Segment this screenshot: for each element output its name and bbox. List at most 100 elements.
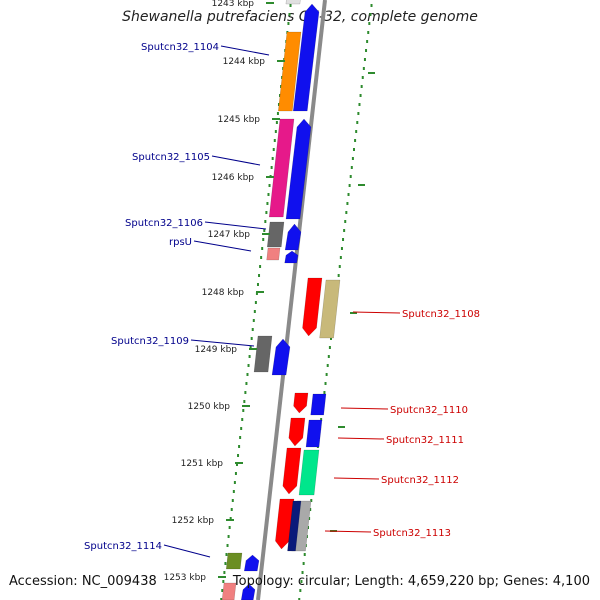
- ring-dot: [243, 400, 246, 403]
- gene-label[interactable]: Sputcn32_1106: [125, 218, 267, 230]
- ring-dot: [223, 571, 226, 574]
- gene-arrow-reverse[interactable]: [293, 392, 309, 414]
- ring-dot: [362, 67, 365, 70]
- gene-feature[interactable]: [319, 279, 341, 339]
- gene-arrow-reverse[interactable]: [288, 417, 306, 447]
- ring-dot: [337, 274, 340, 277]
- tick-label: 1251 kbp: [181, 459, 224, 469]
- accession-text: Accession: NC_009438: [9, 574, 157, 589]
- ring-dot: [325, 373, 328, 376]
- gene-arrow-forward[interactable]: [240, 583, 256, 600]
- ring-dot: [302, 562, 305, 565]
- gene-label-text[interactable]: Sputcn32_1104: [141, 42, 219, 53]
- ring-dot: [357, 112, 360, 115]
- ring-dot: [301, 571, 304, 574]
- gene-arrow-forward[interactable]: [292, 3, 320, 112]
- gene-label[interactable]: Sputcn32_1112: [333, 475, 459, 486]
- label-leader-line: [324, 530, 372, 533]
- gene-arrow-forward[interactable]: [284, 250, 299, 264]
- gene-labels[interactable]: Sputcn32_1104 Sputcn32_1105 Sputcn32_1106r…: [84, 42, 480, 558]
- label-leader-line: [190, 339, 255, 347]
- gene-label-text[interactable]: Sputcn32_1108: [402, 309, 480, 320]
- gene-arrow-forward[interactable]: [271, 338, 291, 376]
- ring-dot: [229, 517, 232, 520]
- gene-label[interactable]: Sputcn32_1104: [141, 42, 270, 56]
- gene-feature[interactable]: [225, 552, 243, 570]
- ring-dot: [265, 211, 268, 214]
- ring-dot: [264, 220, 267, 223]
- gene-label-text[interactable]: Sputcn32_1111: [386, 435, 464, 446]
- gene-feature[interactable]: [305, 419, 323, 448]
- gene-arrow-forward[interactable]: [284, 223, 302, 251]
- ring-dot: [256, 283, 259, 286]
- gene-label-text[interactable]: Sputcn32_1110: [390, 405, 468, 416]
- gene-label[interactable]: Sputcn32_1111: [337, 435, 464, 446]
- gene-label-text[interactable]: Sputcn32_1112: [381, 475, 459, 486]
- genome-summary-text: Topology: circular; Length: 4,659,220 bp…: [232, 574, 590, 589]
- tick-label: 1248 kbp: [202, 288, 245, 298]
- tick-label: 1252 kbp: [172, 516, 215, 526]
- gene-label[interactable]: Sputcn32_1109: [111, 336, 255, 347]
- gene-label-text[interactable]: Sputcn32_1114: [84, 541, 162, 552]
- tick-dash: [218, 576, 226, 578]
- gene-feature[interactable]: [278, 31, 302, 112]
- ring-dot: [287, 22, 290, 25]
- gene-feature[interactable]: [287, 500, 302, 552]
- tick-label: 1250 kbp: [188, 402, 231, 412]
- ring-dot: [309, 508, 312, 511]
- kbp-tick: 1253 kbp: [164, 573, 226, 583]
- gene-arrow-reverse[interactable]: [302, 277, 323, 337]
- gene-label[interactable]: Sputcn32_1110: [340, 405, 468, 416]
- ring-dot: [237, 454, 240, 457]
- tick-label: 1247 kbp: [208, 230, 251, 240]
- gene-label[interactable]: Sputcn32_1113: [324, 528, 451, 539]
- gene-label[interactable]: rpsU: [169, 237, 252, 252]
- gene-label-text[interactable]: rpsU: [169, 237, 192, 248]
- ring-dot: [310, 499, 313, 502]
- gene-label-text[interactable]: Sputcn32_1105: [132, 152, 210, 163]
- label-leader-line: [340, 407, 389, 410]
- gene-feature[interactable]: [298, 449, 320, 496]
- gene-label-text[interactable]: Sputcn32_1113: [373, 528, 451, 539]
- ring-dot: [303, 553, 306, 556]
- ring-dot: [238, 445, 241, 448]
- gene-label[interactable]: Sputcn32_1105: [132, 152, 261, 166]
- ring-dot: [356, 121, 359, 124]
- ring-dot: [352, 148, 355, 151]
- ring-dot: [360, 85, 363, 88]
- ring-dot: [249, 346, 252, 349]
- gene-features[interactable]: [221, 0, 341, 600]
- genome-backbone: [256, 0, 327, 600]
- ring-dot: [230, 508, 233, 511]
- gene-feature[interactable]: [268, 118, 295, 218]
- ring-dot: [240, 427, 243, 430]
- ring-dot: [259, 265, 262, 268]
- gene-label-text[interactable]: Sputcn32_1109: [111, 336, 189, 347]
- gene-label[interactable]: Sputcn32_1108: [352, 309, 480, 320]
- ring-dot: [327, 355, 330, 358]
- ring-dot: [222, 580, 225, 583]
- gene-arrow-forward[interactable]: [285, 118, 312, 220]
- ring-dot: [252, 319, 255, 322]
- ring-dot: [251, 328, 254, 331]
- gene-feature[interactable]: [266, 247, 281, 261]
- gene-feature[interactable]: [221, 582, 237, 600]
- ring-dot: [277, 103, 280, 106]
- ring-dot: [276, 112, 279, 115]
- gene-feature[interactable]: [266, 221, 285, 248]
- tick-dash: [249, 348, 257, 350]
- gene-feature[interactable]: [310, 393, 327, 416]
- gene-arrow-forward[interactable]: [243, 554, 260, 572]
- gene-feature[interactable]: [285, 0, 301, 5]
- label-leader-line: [193, 240, 252, 252]
- tick-label: 1253 kbp: [164, 573, 207, 583]
- ring-dot: [348, 184, 351, 187]
- ring-dot: [298, 598, 301, 600]
- gene-feature[interactable]: [253, 335, 273, 373]
- gene-arrow-reverse[interactable]: [282, 447, 302, 495]
- ring-dot: [343, 229, 346, 232]
- ring-dot: [258, 274, 261, 277]
- gene-label-text[interactable]: Sputcn32_1106: [125, 218, 203, 229]
- gene-label[interactable]: Sputcn32_1114: [84, 541, 211, 558]
